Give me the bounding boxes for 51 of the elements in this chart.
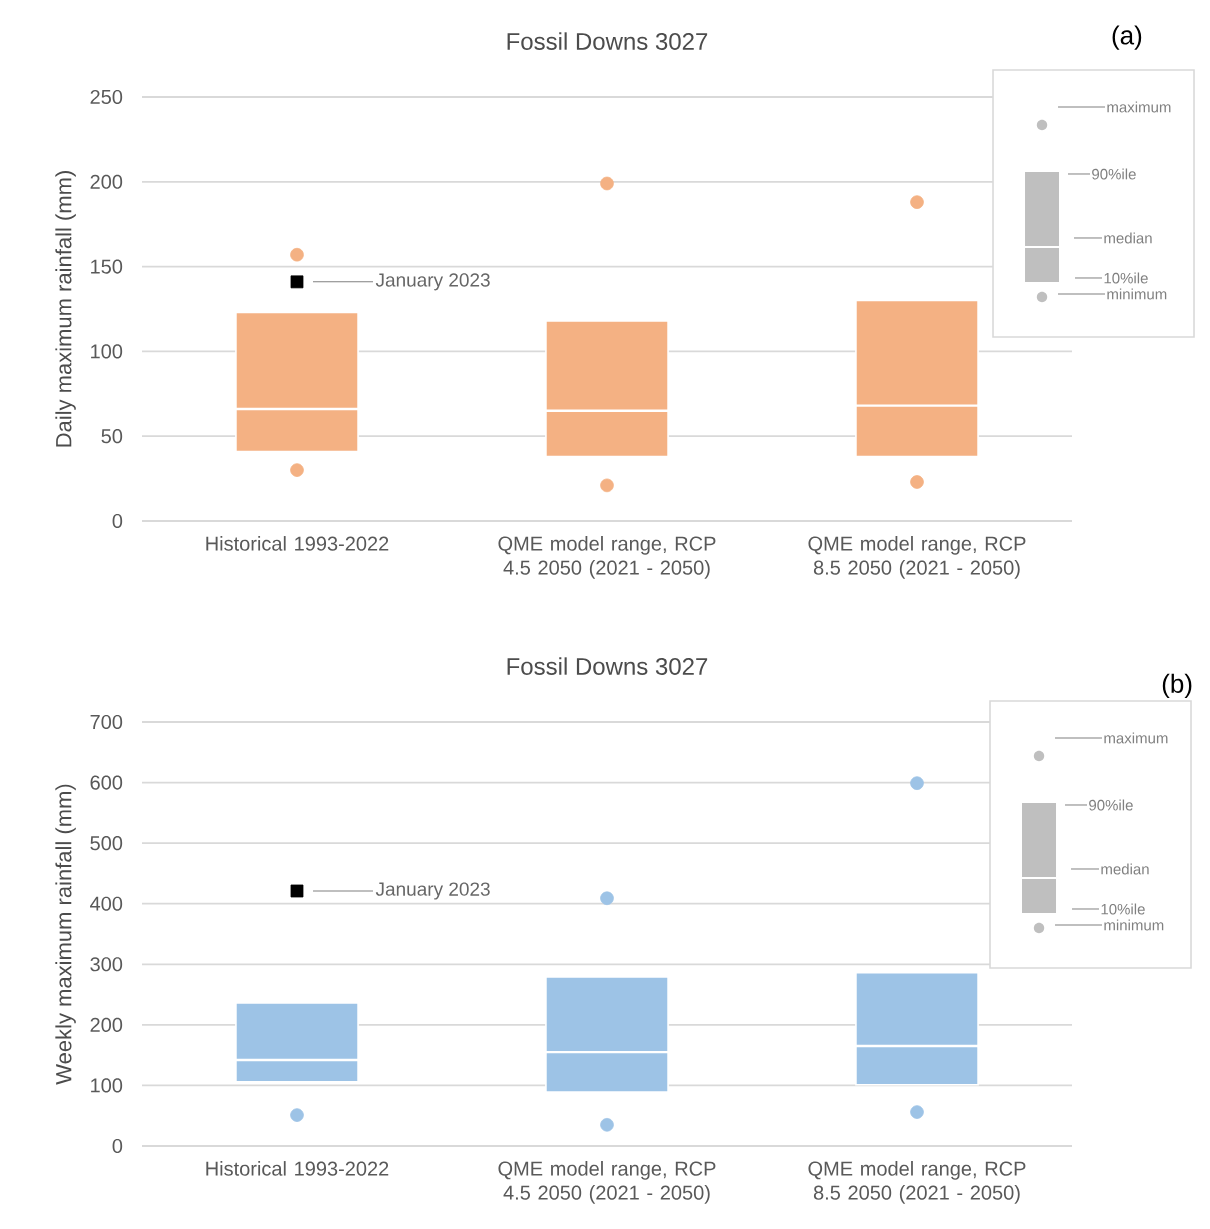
text: 10%ile [1104, 272, 1148, 284]
text: (b) [1162, 673, 1192, 699]
point [910, 475, 924, 489]
point [600, 176, 614, 191]
x-tick-label: Historical 1993-2022 [206, 1161, 389, 1176]
y-tick-label: 100 [91, 1078, 123, 1093]
text: maximum [1104, 732, 1168, 744]
point [290, 884, 304, 898]
text: 90%ile [1092, 168, 1136, 180]
y-tick-label: 0 [112, 513, 123, 529]
x-tick-label: QME model range, RCP 8.5 2050 (2021 - 2050) [808, 536, 1026, 579]
y-tick-label: 200 [90, 1017, 123, 1032]
point [290, 1108, 304, 1122]
x-tick-label: QME model range, RCP 4.5 2050 (2021 - 2050) [498, 1161, 716, 1204]
y-tick-label: 200 [90, 174, 123, 189]
point [290, 275, 304, 289]
text: (a) [1112, 25, 1142, 50]
y-tick-label: 150 [91, 259, 123, 274]
x-tick-label: QME model range, RCP 4.5 2050 (2021 - 2050) [498, 536, 716, 579]
text: January 2023 [375, 882, 490, 900]
y-tick-label: 600 [90, 775, 123, 790]
y-tick-label: 50 [101, 429, 123, 444]
text: 10%ile [1101, 903, 1145, 915]
y-tick-label: 700 [90, 714, 123, 730]
text: 90%ile [1089, 799, 1133, 811]
y-axis-title: Weekly maximum rainfall (mm) [55, 784, 76, 1085]
point [290, 247, 304, 262]
text: minimum [1107, 288, 1167, 300]
text: median [1101, 863, 1149, 875]
point [600, 478, 614, 493]
text: minimum [1104, 919, 1164, 931]
y-tick-label: 250 [90, 89, 123, 105]
y-tick-label: 400 [90, 896, 123, 911]
point [910, 195, 924, 209]
point [600, 891, 614, 906]
y-tick-label: 300 [90, 957, 123, 972]
text: maximum [1107, 101, 1171, 113]
point [290, 463, 304, 477]
x-tick-label: QME model range, RCP 8.5 2050 (2021 - 2050) [808, 1161, 1026, 1204]
y-tick-label: 500 [90, 836, 123, 851]
point [910, 776, 924, 790]
chart-title: Fossil Downs 3027 [507, 657, 708, 675]
chart-title: Fossil Downs 3027 [507, 32, 708, 50]
text: median [1104, 232, 1152, 244]
y-axis-title: Daily maximum rainfall (mm) [55, 171, 76, 447]
y-tick-label: 100 [91, 344, 123, 359]
y-tick-label: 0 [112, 1138, 123, 1154]
point [600, 1117, 614, 1132]
x-tick-label: Historical 1993-2022 [206, 536, 389, 551]
point [910, 1105, 924, 1119]
text: January 2023 [375, 273, 490, 291]
